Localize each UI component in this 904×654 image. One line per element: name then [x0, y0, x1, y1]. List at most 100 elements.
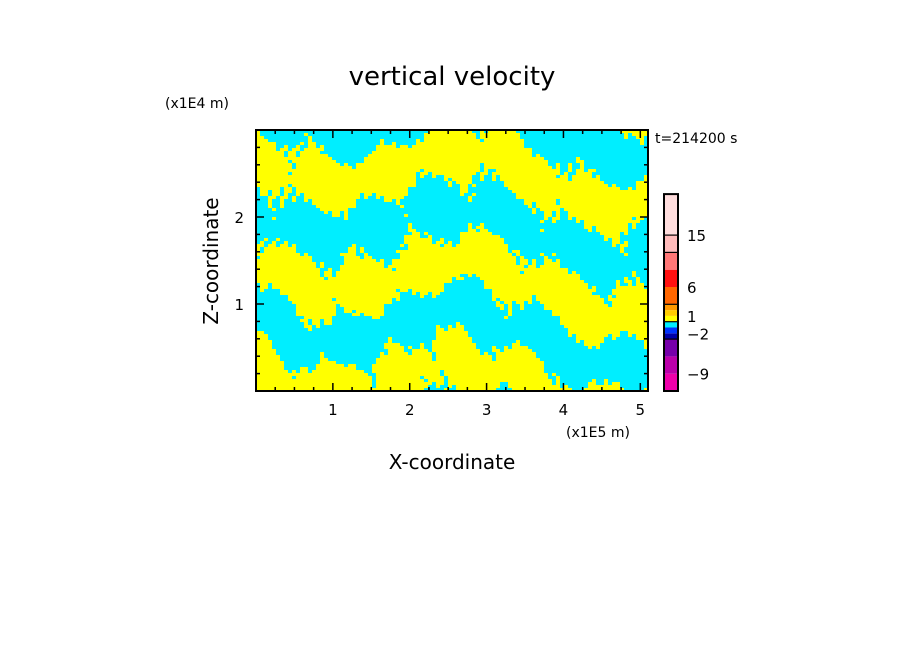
heatmap-cell: [360, 250, 364, 253]
heatmap-cell: [280, 157, 284, 160]
heatmap-cell: [332, 160, 336, 163]
heatmap-cell: [452, 334, 456, 337]
heatmap-cell: [488, 370, 492, 373]
heatmap-cell: [396, 358, 400, 361]
heatmap-cell: [448, 367, 452, 370]
heatmap-cell: [384, 355, 388, 358]
heatmap-cell: [436, 331, 440, 334]
heatmap-cell: [460, 343, 464, 346]
heatmap-cell: [444, 358, 448, 361]
heatmap-cell: [380, 298, 384, 301]
heatmap-cell: [444, 250, 448, 253]
heatmap-cell: [404, 190, 408, 193]
heatmap-cell: [408, 274, 412, 277]
heatmap-cell: [628, 211, 632, 214]
heatmap-cell: [460, 145, 464, 148]
heatmap-cell: [412, 253, 416, 256]
heatmap-cell: [380, 172, 384, 175]
heatmap-cell: [616, 193, 620, 196]
heatmap-cell: [500, 148, 504, 151]
heatmap-cell: [424, 274, 428, 277]
heatmap-cell: [276, 367, 280, 370]
heatmap-cell: [376, 178, 380, 181]
heatmap-cell: [588, 301, 592, 304]
heatmap-cell: [380, 352, 384, 355]
heatmap-cell: [456, 361, 460, 364]
heatmap-cell: [584, 388, 588, 391]
heatmap-cell: [644, 313, 648, 316]
heatmap-cell: [588, 217, 592, 220]
heatmap-cell: [416, 160, 420, 163]
heatmap-cell: [464, 250, 468, 253]
heatmap-cell: [260, 181, 264, 184]
heatmap-cell: [304, 370, 308, 373]
heatmap-cell: [432, 136, 436, 139]
heatmap-cell: [548, 280, 552, 283]
heatmap-cell: [604, 196, 608, 199]
heatmap-cell: [448, 379, 452, 382]
heatmap-cell: [576, 196, 580, 199]
heatmap-cell: [368, 283, 372, 286]
heatmap-cell: [628, 313, 632, 316]
heatmap-cell: [436, 241, 440, 244]
heatmap-cell: [628, 310, 632, 313]
heatmap-cell: [432, 370, 436, 373]
heatmap-cell: [388, 271, 392, 274]
heatmap-cell: [416, 241, 420, 244]
heatmap-cell: [480, 229, 484, 232]
heatmap-cell: [484, 250, 488, 253]
heatmap-cell: [280, 160, 284, 163]
heatmap-cell: [408, 361, 412, 364]
heatmap-cell: [508, 157, 512, 160]
heatmap-cell: [444, 244, 448, 247]
heatmap-cell: [592, 202, 596, 205]
heatmap-cell: [384, 166, 388, 169]
heatmap-cell: [516, 160, 520, 163]
heatmap-cell: [456, 247, 460, 250]
heatmap-cell: [360, 178, 364, 181]
heatmap-cell: [276, 178, 280, 181]
heatmap-cell: [408, 268, 412, 271]
heatmap-cell: [444, 367, 448, 370]
heatmap-cell: [512, 295, 516, 298]
heatmap-cell: [496, 358, 500, 361]
x-tick-label: 1: [328, 401, 338, 419]
heatmap-cell: [504, 148, 508, 151]
heatmap-cell: [624, 301, 628, 304]
heatmap-cell: [392, 166, 396, 169]
heatmap-cell: [260, 280, 264, 283]
heatmap-cell: [496, 172, 500, 175]
heatmap-cell: [644, 202, 648, 205]
heatmap-cell: [268, 268, 272, 271]
heatmap-cell: [380, 385, 384, 388]
heatmap-cell: [596, 202, 600, 205]
heatmap-cell: [464, 253, 468, 256]
heatmap-cell: [632, 298, 636, 301]
heatmap-cell: [488, 154, 492, 157]
heatmap-cell: [256, 373, 260, 376]
heatmap-cell: [320, 301, 324, 304]
heatmap-cell: [356, 259, 360, 262]
heatmap-cell: [620, 298, 624, 301]
heatmap-cell: [640, 283, 644, 286]
heatmap-cell: [420, 385, 424, 388]
heatmap-cell: [436, 256, 440, 259]
heatmap-cell: [640, 208, 644, 211]
heatmap-cell: [508, 283, 512, 286]
heatmap-cell: [376, 298, 380, 301]
heatmap-cell: [436, 271, 440, 274]
heatmap-cell: [316, 379, 320, 382]
heatmap-cell: [620, 388, 624, 391]
heatmap-cell: [376, 187, 380, 190]
heatmap-cell: [264, 157, 268, 160]
heatmap-cell: [424, 139, 428, 142]
heatmap-cell: [520, 172, 524, 175]
colorbar-band: [664, 194, 678, 236]
heatmap-cell: [432, 292, 436, 295]
heatmap-cell: [304, 262, 308, 265]
heatmap-cell: [368, 382, 372, 385]
heatmap-cell: [404, 268, 408, 271]
heatmap-cell: [420, 145, 424, 148]
heatmap-cell: [584, 226, 588, 229]
